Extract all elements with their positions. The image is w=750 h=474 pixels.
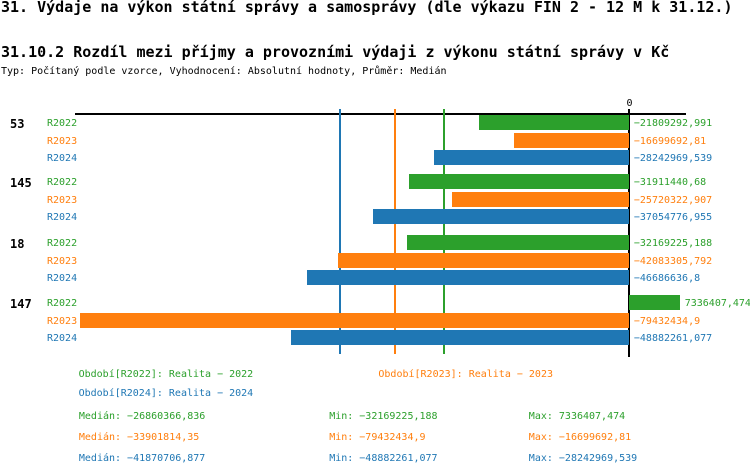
bar-145-r2022 — [408, 174, 630, 189]
bar-53-r2022 — [478, 115, 630, 130]
bar-18-r2023 — [338, 252, 630, 268]
series-row-label: R2022 — [47, 238, 78, 249]
series-row-label: R2023 — [47, 135, 78, 147]
stat-max: Max: −28242969,539 — [528, 452, 638, 464]
zero-line — [628, 108, 631, 357]
category-label: 145 — [10, 175, 32, 190]
bar-value-label: −46686636,8 — [633, 273, 701, 284]
series-row-label: R2024 — [47, 212, 78, 223]
series-row-label: R2023 — [47, 194, 78, 206]
series-row-label: R2024 — [47, 333, 78, 344]
stat-min: Min: −48882261,077 — [329, 452, 438, 464]
bar-18-r2022 — [407, 235, 630, 250]
bar-145-r2023 — [451, 191, 630, 207]
bar-value-label: −37054776,955 — [633, 212, 713, 223]
zero-tick-label: 0 — [626, 98, 633, 109]
median-line-r2022 — [443, 109, 445, 354]
bar-value-label: −16699692,81 — [633, 135, 707, 147]
bar-value-label: −25720322,907 — [633, 194, 713, 206]
series-row-label: R2023 — [47, 315, 78, 327]
bar-value-label: −79432434,9 — [633, 315, 701, 327]
bar-value-label: 7336407,474 — [684, 298, 750, 309]
bar-145-r2024 — [373, 209, 630, 224]
series-row-label: R2022 — [47, 298, 78, 309]
report-title: 31. Výdaje na výkon státní správy a samo… — [1, 0, 733, 16]
bar-value-label: −48882261,077 — [633, 333, 713, 344]
series-row-label: R2024 — [47, 153, 78, 164]
median-line-r2024 — [339, 109, 341, 354]
legend-item: Období[R2023]: Realita − 2023 — [378, 369, 553, 380]
stat-median: Medián: −33901814,35 — [78, 431, 200, 443]
bar-53-r2024 — [434, 150, 630, 165]
series-row-label: R2023 — [47, 255, 78, 267]
legend-item: Období[R2022]: Realita − 2022 — [78, 369, 254, 380]
bar-value-label: −28242969,539 — [633, 153, 713, 164]
stat-median: Medián: −41870706,877 — [78, 452, 206, 464]
bar-value-label: −31911440,68 — [633, 177, 707, 188]
bar-147-r2023 — [80, 312, 630, 328]
bar-value-label: −32169225,188 — [633, 238, 713, 249]
stat-min: Min: −32169225,188 — [329, 410, 438, 422]
bar-value-label: −21809292,991 — [633, 118, 713, 129]
stat-min: Min: −79432434,9 — [329, 431, 426, 443]
category-label: 147 — [10, 296, 32, 311]
bar-147-r2022 — [629, 295, 681, 310]
stat-max: Max: −16699692,81 — [528, 431, 632, 443]
chart-type-line: Typ: Počítaný podle vzorce, Vyhodnocení:… — [1, 66, 447, 77]
x-axis-line — [75, 113, 686, 115]
series-row-label: R2022 — [47, 118, 78, 129]
series-row-label: R2022 — [47, 177, 78, 188]
legend-item: Období[R2024]: Realita − 2024 — [78, 388, 254, 399]
series-row-label: R2024 — [47, 273, 78, 284]
category-label: 18 — [10, 236, 25, 251]
bar-18-r2024 — [306, 270, 630, 285]
stat-max: Max: 7336407,474 — [528, 410, 626, 422]
category-label: 53 — [10, 116, 25, 131]
stat-median: Medián: −26860366,836 — [78, 410, 206, 422]
bar-53-r2023 — [514, 132, 630, 148]
chart-subtitle: 31.10.2 Rozdíl mezi příjmy a provozními … — [1, 42, 670, 61]
median-line-r2023 — [394, 109, 396, 354]
bar-147-r2024 — [291, 330, 630, 345]
bar-value-label: −42083305,792 — [633, 255, 713, 267]
